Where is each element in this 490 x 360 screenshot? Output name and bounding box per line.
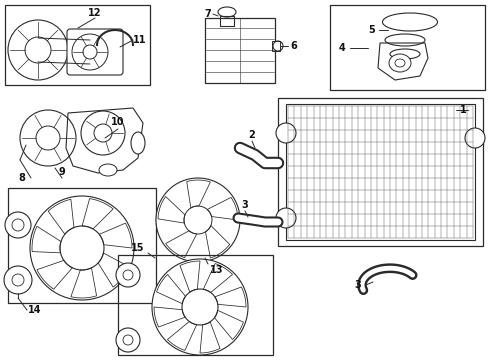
Circle shape: [184, 206, 212, 234]
Bar: [330, 5, 485, 90]
Bar: [286, 104, 475, 240]
Text: 15: 15: [131, 243, 145, 253]
Circle shape: [12, 219, 24, 231]
Circle shape: [60, 226, 104, 270]
Bar: [8, 188, 156, 303]
Ellipse shape: [395, 59, 405, 67]
Circle shape: [5, 212, 31, 238]
Text: 6: 6: [291, 41, 297, 51]
Text: 14: 14: [28, 305, 42, 315]
Circle shape: [4, 266, 32, 294]
Text: 4: 4: [339, 43, 345, 53]
Bar: [205, 18, 275, 83]
Circle shape: [156, 178, 240, 262]
Ellipse shape: [99, 164, 117, 176]
Ellipse shape: [385, 34, 425, 46]
Circle shape: [123, 335, 133, 345]
Text: 11: 11: [133, 35, 147, 45]
Circle shape: [25, 37, 51, 63]
Ellipse shape: [383, 13, 438, 31]
Circle shape: [276, 123, 296, 143]
Circle shape: [72, 34, 108, 70]
Bar: [220, 16, 234, 26]
Text: 8: 8: [19, 173, 25, 183]
Circle shape: [30, 196, 134, 300]
Ellipse shape: [131, 132, 145, 154]
Circle shape: [36, 126, 60, 150]
Circle shape: [116, 328, 140, 352]
Circle shape: [20, 110, 76, 166]
Text: 1: 1: [460, 105, 466, 115]
Circle shape: [81, 111, 125, 155]
Circle shape: [116, 263, 140, 287]
Text: 2: 2: [248, 130, 255, 140]
Text: 13: 13: [210, 265, 224, 275]
Circle shape: [12, 274, 24, 286]
Circle shape: [465, 128, 485, 148]
Circle shape: [276, 208, 296, 228]
Text: 12: 12: [88, 8, 102, 18]
Circle shape: [152, 259, 248, 355]
Text: 3: 3: [242, 200, 248, 210]
Text: 5: 5: [368, 25, 375, 35]
Ellipse shape: [218, 7, 236, 17]
Bar: [272, 41, 280, 51]
Text: 9: 9: [59, 167, 65, 177]
Bar: [278, 98, 483, 246]
Circle shape: [94, 124, 112, 142]
Ellipse shape: [390, 49, 420, 59]
Text: 3: 3: [355, 280, 361, 290]
Circle shape: [123, 270, 133, 280]
Circle shape: [83, 45, 97, 59]
Text: 10: 10: [111, 117, 125, 127]
Circle shape: [8, 20, 68, 80]
Ellipse shape: [273, 41, 283, 51]
FancyBboxPatch shape: [67, 29, 123, 75]
Bar: [5, 5, 150, 85]
Bar: [118, 255, 273, 355]
Text: 7: 7: [205, 9, 211, 19]
Circle shape: [182, 289, 218, 325]
Ellipse shape: [389, 54, 411, 72]
